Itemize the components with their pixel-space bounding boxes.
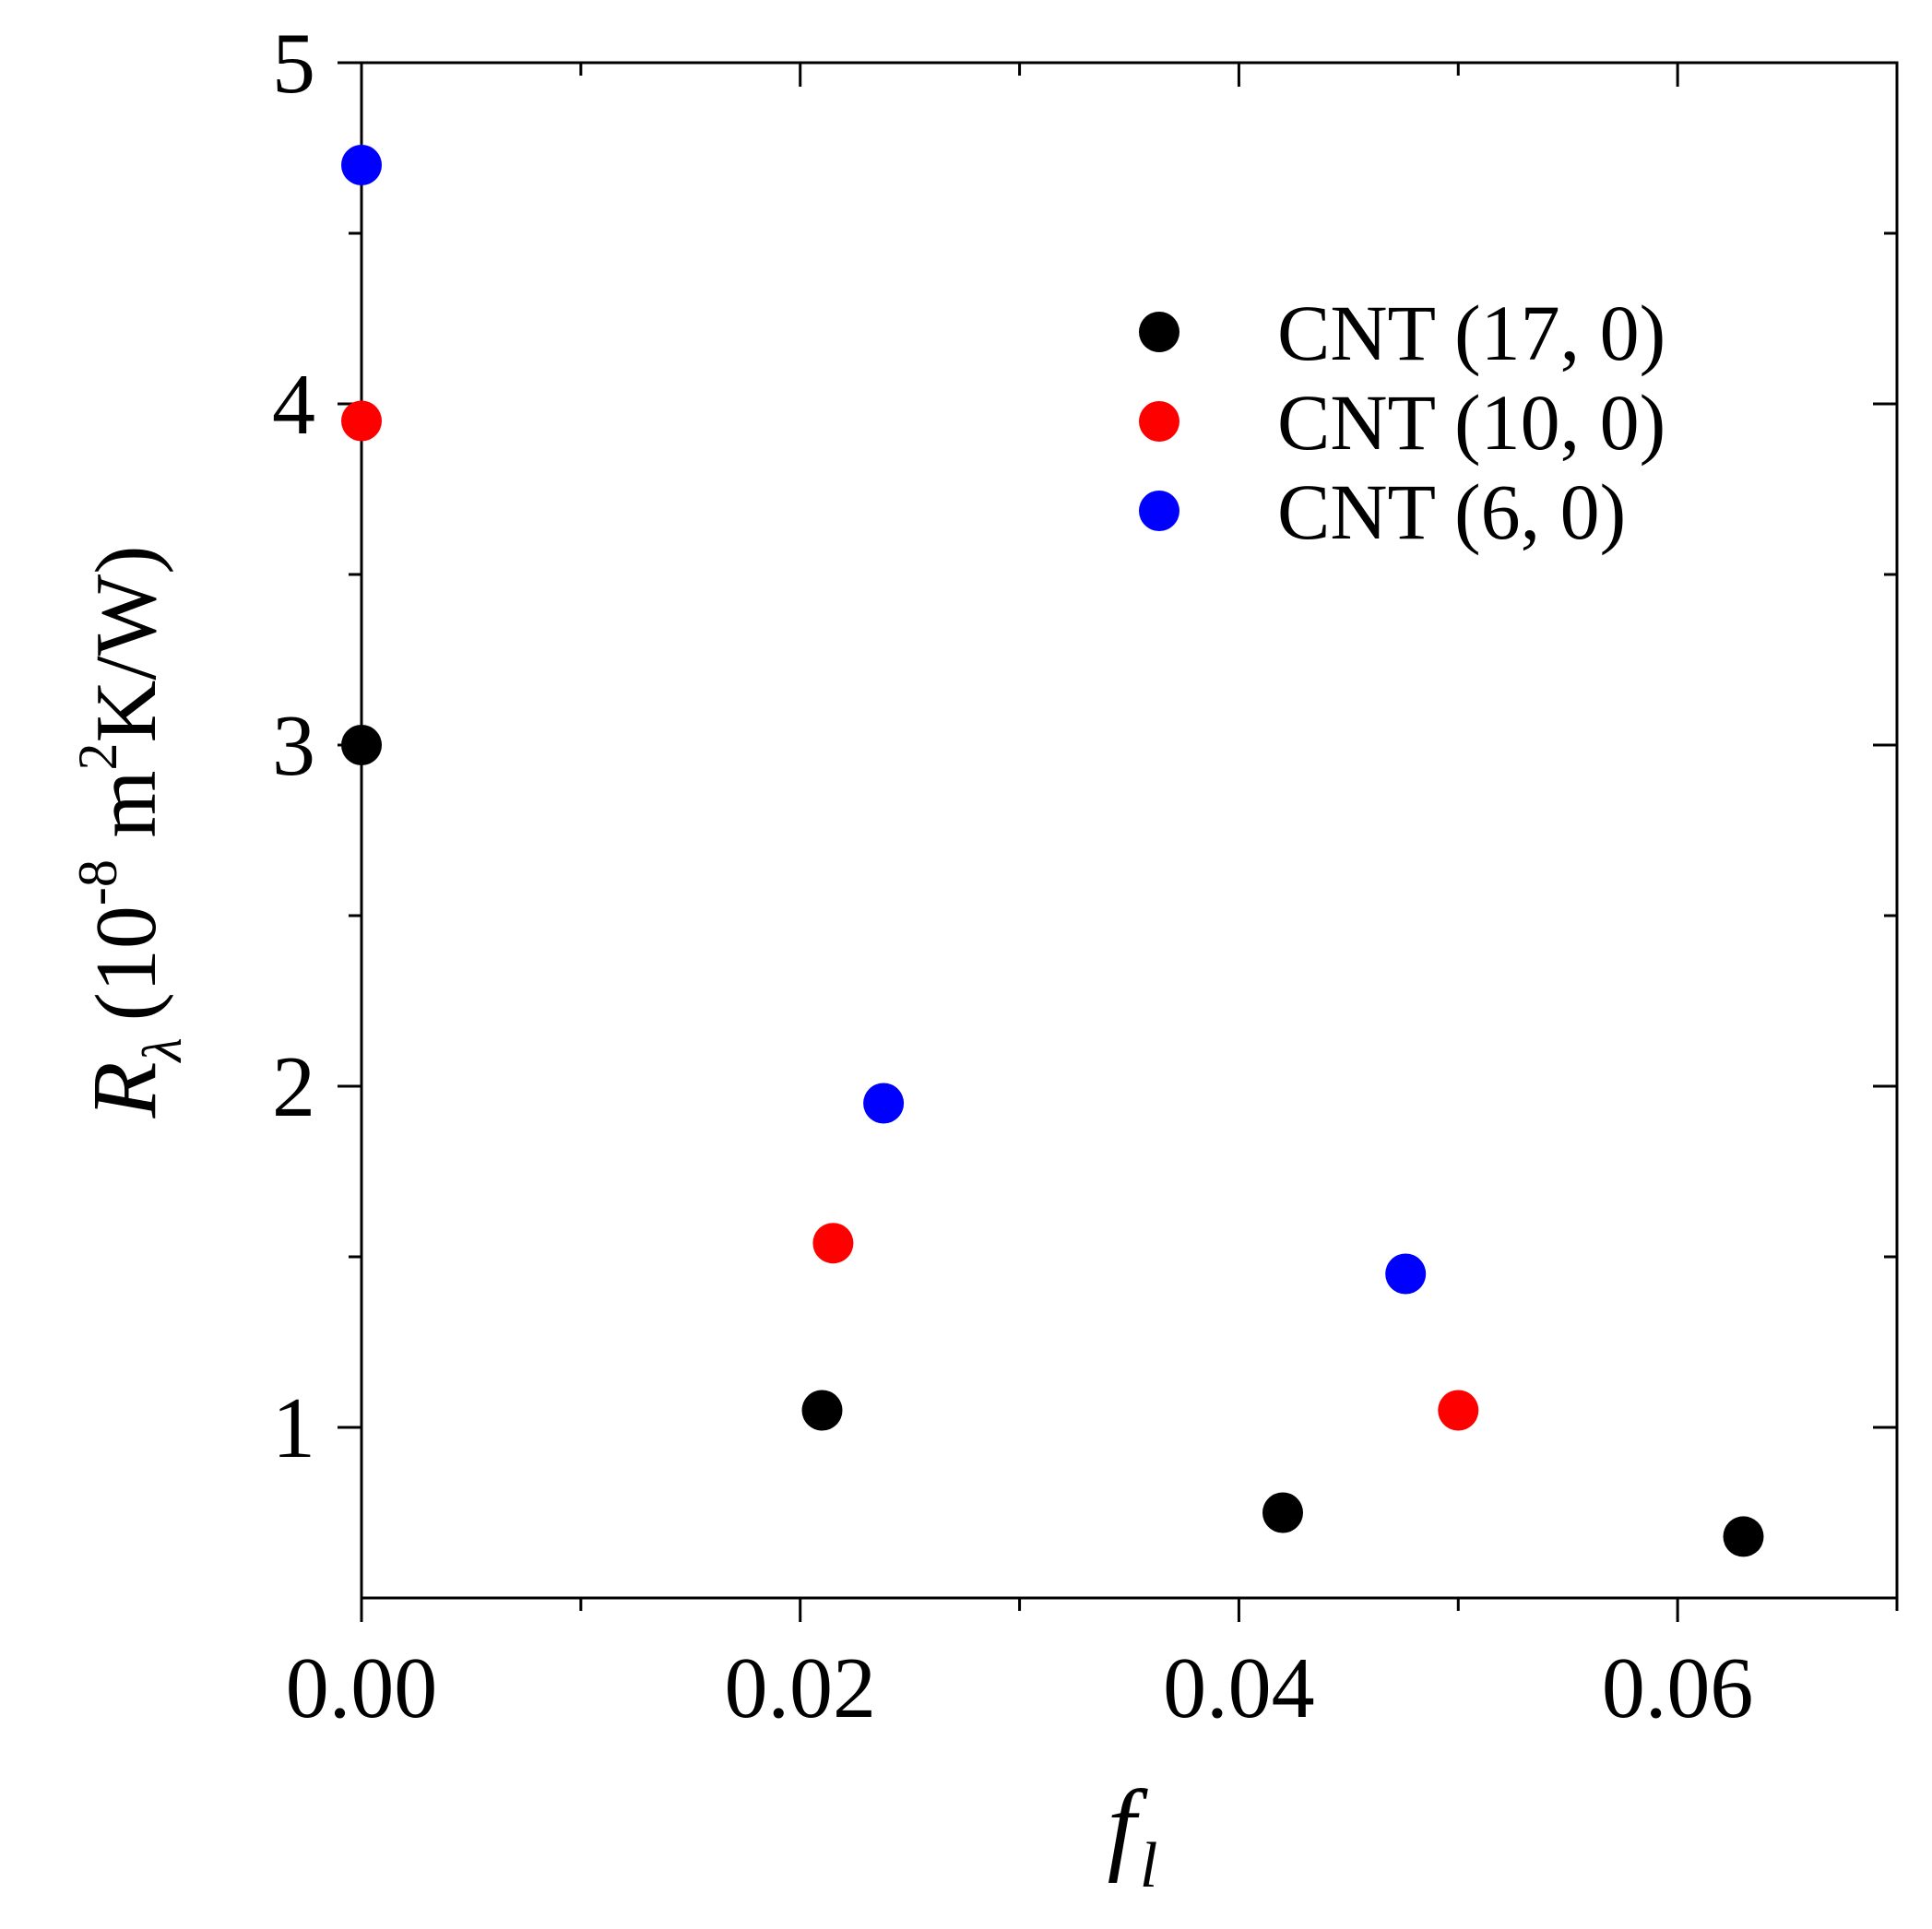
point-cnt-6-0 bbox=[341, 145, 382, 185]
legend: CNT (17, 0)CNT (10, 0)CNT (6, 0) bbox=[1139, 289, 1665, 556]
legend-marker-cnt-10-0 bbox=[1139, 401, 1179, 442]
point-cnt-6-0 bbox=[863, 1083, 905, 1124]
y-tick-label: 1 bbox=[272, 1380, 315, 1476]
x-tick-label: 0.00 bbox=[286, 1640, 438, 1736]
point-cnt-17-0 bbox=[1262, 1492, 1303, 1533]
legend-marker-cnt-17-0 bbox=[1139, 312, 1179, 352]
y-tick-label: 4 bbox=[272, 357, 315, 453]
legend-label: CNT (10, 0) bbox=[1277, 378, 1665, 467]
y-tick-label: 2 bbox=[272, 1039, 315, 1135]
y-tick-label: 3 bbox=[272, 698, 315, 794]
point-cnt-10-0 bbox=[341, 400, 382, 442]
legend-label: CNT (17, 0) bbox=[1277, 289, 1665, 377]
x-tick-label: 0.06 bbox=[1602, 1640, 1754, 1736]
y-tick-labels: 1 2 3 4 5 bbox=[272, 16, 315, 1476]
point-cnt-10-0 bbox=[1438, 1390, 1479, 1431]
point-cnt-10-0 bbox=[812, 1223, 854, 1264]
x-tick-label: 0.04 bbox=[1163, 1640, 1315, 1736]
legend-label: CNT (6, 0) bbox=[1277, 467, 1626, 556]
plot-frame bbox=[360, 61, 1899, 1600]
x-tick-labels: 0.00 0.02 0.04 0.06 bbox=[286, 1640, 1754, 1736]
point-cnt-17-0 bbox=[801, 1390, 843, 1431]
y-tick-label: 5 bbox=[272, 16, 315, 112]
y-axis-label: Rλ(10-8 m2K/W) bbox=[67, 545, 193, 1118]
point-cnt-17-0 bbox=[341, 725, 382, 765]
x-tick-label: 0.02 bbox=[724, 1640, 876, 1736]
legend-marker-cnt-6-0 bbox=[1139, 491, 1179, 531]
data-points bbox=[341, 145, 1764, 1557]
point-cnt-6-0 bbox=[1385, 1253, 1427, 1295]
point-cnt-17-0 bbox=[1723, 1516, 1764, 1557]
